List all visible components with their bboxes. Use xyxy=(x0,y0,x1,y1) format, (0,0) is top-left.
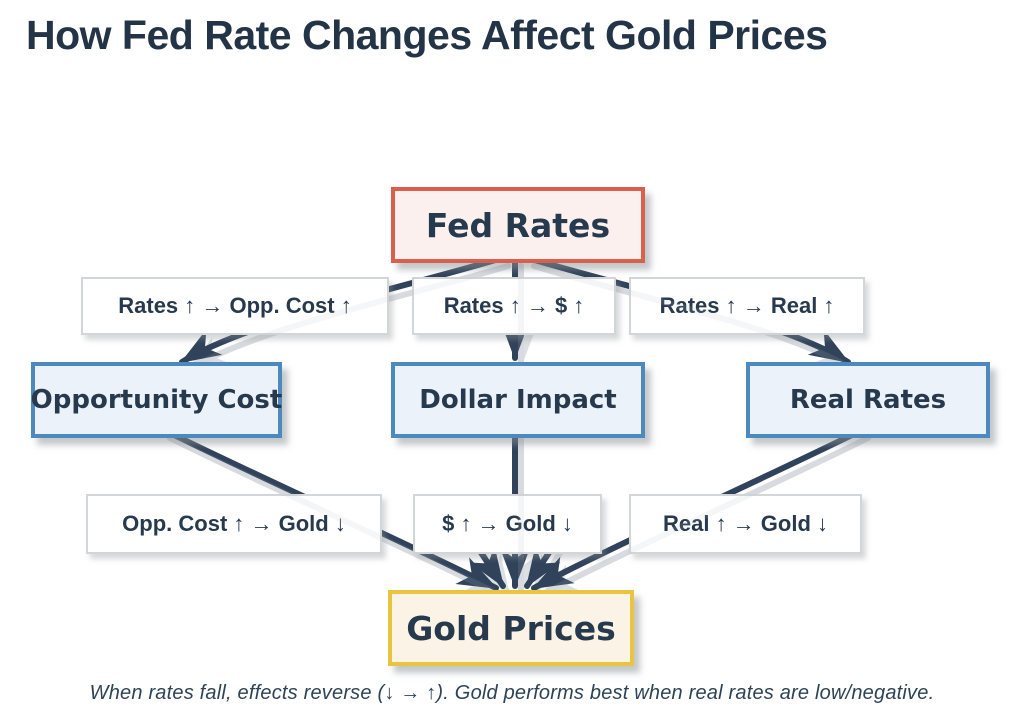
edge-label-fed-to-opportunity: Rates ↑ → Opp. Cost ↑ xyxy=(81,277,389,335)
edge-label-fed-to-real: Rates ↑ → Real ↑ xyxy=(629,277,865,335)
page-title: How Fed Rate Changes Affect Gold Prices xyxy=(26,12,828,58)
edge-label-text: Opp. Cost ↑ → Gold ↓ xyxy=(122,511,346,536)
node-label: Gold Prices xyxy=(406,608,616,648)
edge-label-text: Rates ↑ → $ ↑ xyxy=(443,293,585,318)
node-real-rates: Real Rates xyxy=(746,362,990,438)
node-dollar-impact: Dollar Impact xyxy=(391,362,645,438)
node-label: Real Rates xyxy=(789,385,947,415)
edge-label-real-to-gold: Real ↑ → Gold ↓ xyxy=(629,494,862,554)
node-label: Dollar Impact xyxy=(419,385,617,415)
node-label: Fed Rates xyxy=(425,205,611,245)
edge-label-text: Real ↑ → Gold ↓ xyxy=(662,511,829,536)
node-opportunity-cost: Opportunity Cost xyxy=(31,362,282,438)
node-fed-rates: Fed Rates xyxy=(391,187,645,263)
node-label: Opportunity Cost xyxy=(30,385,283,415)
edge-label-text: $ ↑ → Gold ↓ xyxy=(442,511,573,536)
node-gold-prices: Gold Prices xyxy=(388,590,634,666)
edge-label-text: Rates ↑ → Real ↑ xyxy=(659,293,835,318)
edge-label-text: Rates ↑ → Opp. Cost ↑ xyxy=(118,293,352,318)
edge-label-fed-to-dollar: Rates ↑ → $ ↑ xyxy=(412,277,616,335)
edge-label-dollar-to-gold: $ ↑ → Gold ↓ xyxy=(413,494,602,554)
edge-label-opportunity-to-gold: Opp. Cost ↑ → Gold ↓ xyxy=(86,494,382,554)
footer-note: When rates fall, effects reverse (↓ → ↑)… xyxy=(89,682,935,704)
